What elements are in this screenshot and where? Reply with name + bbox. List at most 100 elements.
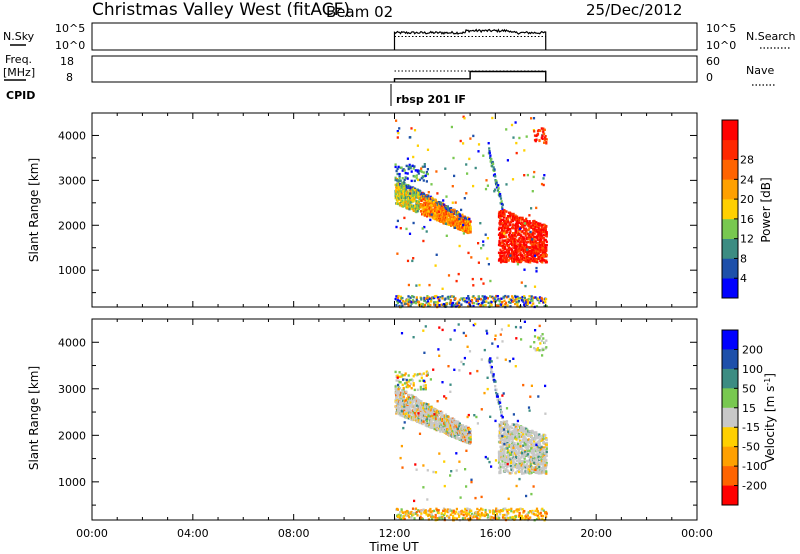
power-colorbar-swatch bbox=[722, 238, 738, 259]
range-gate-cell bbox=[545, 253, 548, 257]
range-gate-cell bbox=[398, 386, 402, 390]
range-gate-cell bbox=[426, 371, 429, 375]
range-gate-cell bbox=[396, 198, 399, 201]
range-gate-cell bbox=[515, 250, 518, 253]
range-gate-cell bbox=[458, 422, 461, 425]
range-gate-cell bbox=[534, 438, 537, 441]
range-gate-cell bbox=[523, 222, 527, 225]
range-gate-cell bbox=[400, 508, 403, 511]
range-gate-cell bbox=[396, 172, 399, 176]
range-gate-cell bbox=[465, 431, 468, 434]
range-gate-cell bbox=[419, 418, 422, 421]
range-gate-cell bbox=[409, 397, 412, 400]
range-gate-cell bbox=[438, 421, 441, 425]
range-gate-cell bbox=[496, 395, 499, 398]
range-gate-cell bbox=[403, 301, 406, 304]
range-gate-cell bbox=[403, 373, 406, 377]
range-gate-cell bbox=[482, 154, 485, 157]
range-gate-cell bbox=[411, 405, 414, 408]
range-gate-cell bbox=[430, 510, 433, 514]
range-gate-cell bbox=[492, 162, 495, 165]
range-gate-cell bbox=[426, 197, 429, 200]
range-gate-cell bbox=[439, 410, 443, 413]
range-gate-cell bbox=[451, 295, 454, 298]
range-gate-cell bbox=[538, 257, 541, 260]
range-gate-cell bbox=[397, 202, 400, 206]
range-gate-cell bbox=[521, 455, 524, 458]
range-gate-cell bbox=[422, 384, 425, 387]
range-gate-cell bbox=[426, 419, 429, 423]
range-gate-cell bbox=[466, 436, 469, 439]
range-gate-cell bbox=[530, 236, 533, 239]
range-gate-cell bbox=[517, 240, 520, 243]
range-gate-cell bbox=[498, 400, 501, 403]
range-gate-cell bbox=[445, 514, 449, 518]
power-scatter bbox=[394, 115, 548, 309]
range-gate-cell bbox=[512, 469, 515, 472]
range-gate-cell bbox=[465, 163, 468, 166]
range-gate-cell bbox=[452, 304, 455, 307]
range-gate-cell bbox=[502, 218, 505, 221]
range-gate-cell bbox=[503, 470, 507, 473]
range-gate-cell bbox=[541, 261, 544, 264]
range-gate-cell bbox=[503, 260, 507, 263]
range-gate-cell bbox=[506, 425, 509, 428]
range-gate-cell bbox=[446, 428, 449, 431]
range-gate-cell bbox=[398, 394, 401, 397]
range-gate-cell bbox=[419, 388, 422, 391]
range-gate-cell bbox=[453, 436, 456, 439]
range-gate-cell bbox=[405, 381, 408, 384]
range-gate-cell bbox=[424, 417, 427, 420]
range-gate-cell bbox=[461, 426, 465, 429]
range-gate-cell bbox=[498, 232, 502, 235]
range-gate-cell bbox=[523, 440, 526, 443]
range-gate-cell bbox=[463, 431, 466, 435]
range-gate-cell bbox=[460, 512, 463, 516]
range-gate-cell bbox=[403, 405, 406, 408]
range-gate-cell bbox=[545, 458, 548, 462]
range-gate-cell bbox=[455, 222, 458, 225]
range-gate-cell bbox=[451, 422, 454, 426]
range-gate-cell bbox=[483, 295, 486, 298]
range-gate-cell bbox=[505, 220, 508, 224]
range-gate-cell bbox=[417, 303, 421, 306]
range-gate-cell bbox=[489, 364, 492, 368]
range-gate-cell bbox=[424, 205, 427, 209]
range-gate-cell bbox=[396, 136, 399, 139]
range-gate-cell bbox=[538, 440, 541, 444]
range-gate-cell bbox=[491, 373, 494, 377]
range-gate-cell bbox=[441, 295, 444, 298]
range-gate-cell bbox=[428, 405, 431, 409]
range-gate-cell bbox=[534, 139, 537, 143]
range-gate-cell bbox=[503, 247, 507, 250]
range-gate-cell bbox=[406, 383, 409, 387]
nsky-right-tick-top: 10^5 bbox=[706, 22, 736, 35]
range-gate-cell bbox=[538, 296, 542, 299]
range-gate-cell bbox=[450, 509, 453, 512]
range-gate-cell bbox=[449, 426, 452, 429]
range-gate-cell bbox=[403, 517, 406, 521]
range-gate-cell bbox=[435, 170, 438, 173]
range-gate-cell bbox=[511, 451, 514, 454]
range-gate-cell bbox=[439, 412, 443, 415]
range-gate-cell bbox=[502, 234, 505, 237]
range-gate-cell bbox=[414, 301, 418, 305]
range-gate-cell bbox=[464, 440, 467, 444]
range-gate-cell bbox=[542, 253, 545, 256]
range-gate-cell bbox=[545, 225, 548, 228]
range-gate-cell bbox=[505, 260, 508, 264]
range-gate-cell bbox=[500, 303, 503, 307]
range-gate-cell bbox=[512, 219, 515, 223]
range-gate-cell bbox=[511, 440, 514, 443]
range-gate-cell bbox=[415, 196, 418, 199]
range-gate-cell bbox=[543, 174, 546, 177]
range-gate-cell bbox=[476, 302, 479, 305]
range-gate-cell bbox=[523, 174, 526, 177]
range-gate-cell bbox=[398, 197, 401, 200]
range-gate-cell bbox=[402, 511, 405, 514]
range-gate-cell bbox=[406, 186, 410, 189]
range-gate-cell bbox=[469, 429, 472, 432]
range-gate-cell bbox=[395, 177, 398, 181]
range-gate-cell bbox=[499, 445, 503, 448]
range-gate-cell bbox=[427, 405, 430, 408]
